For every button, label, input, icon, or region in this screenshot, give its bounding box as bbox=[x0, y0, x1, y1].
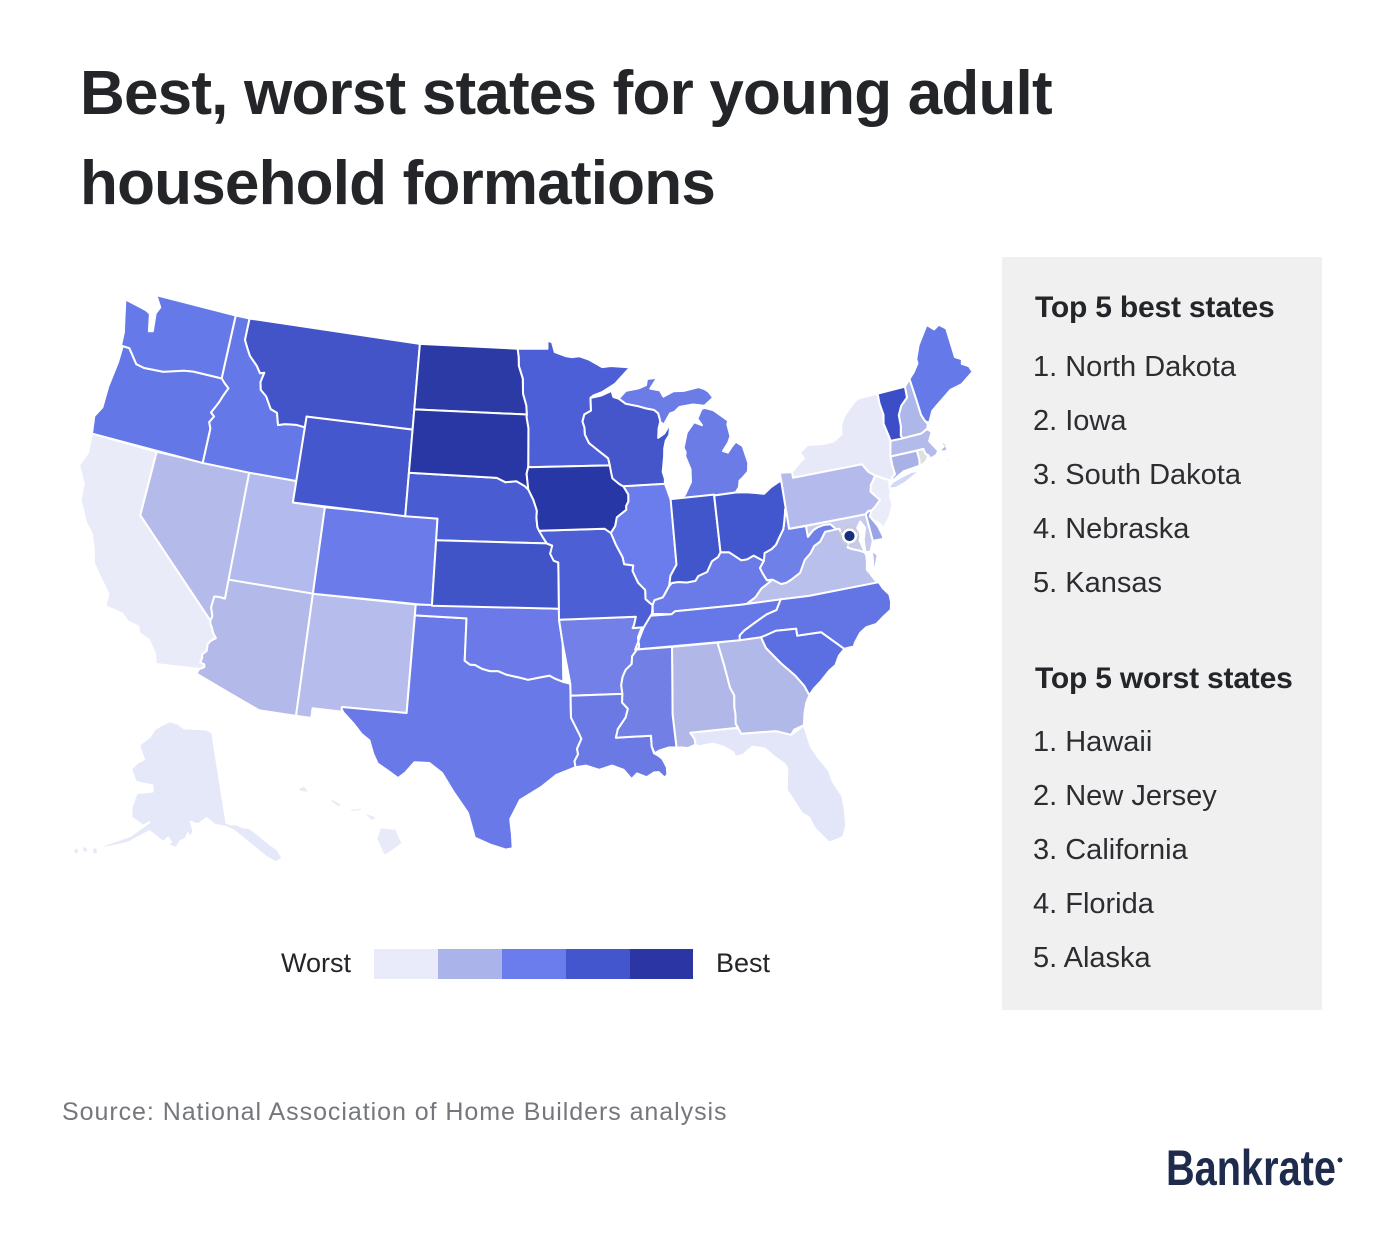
svg-text:Bankrate: Bankrate bbox=[1166, 1140, 1336, 1196]
